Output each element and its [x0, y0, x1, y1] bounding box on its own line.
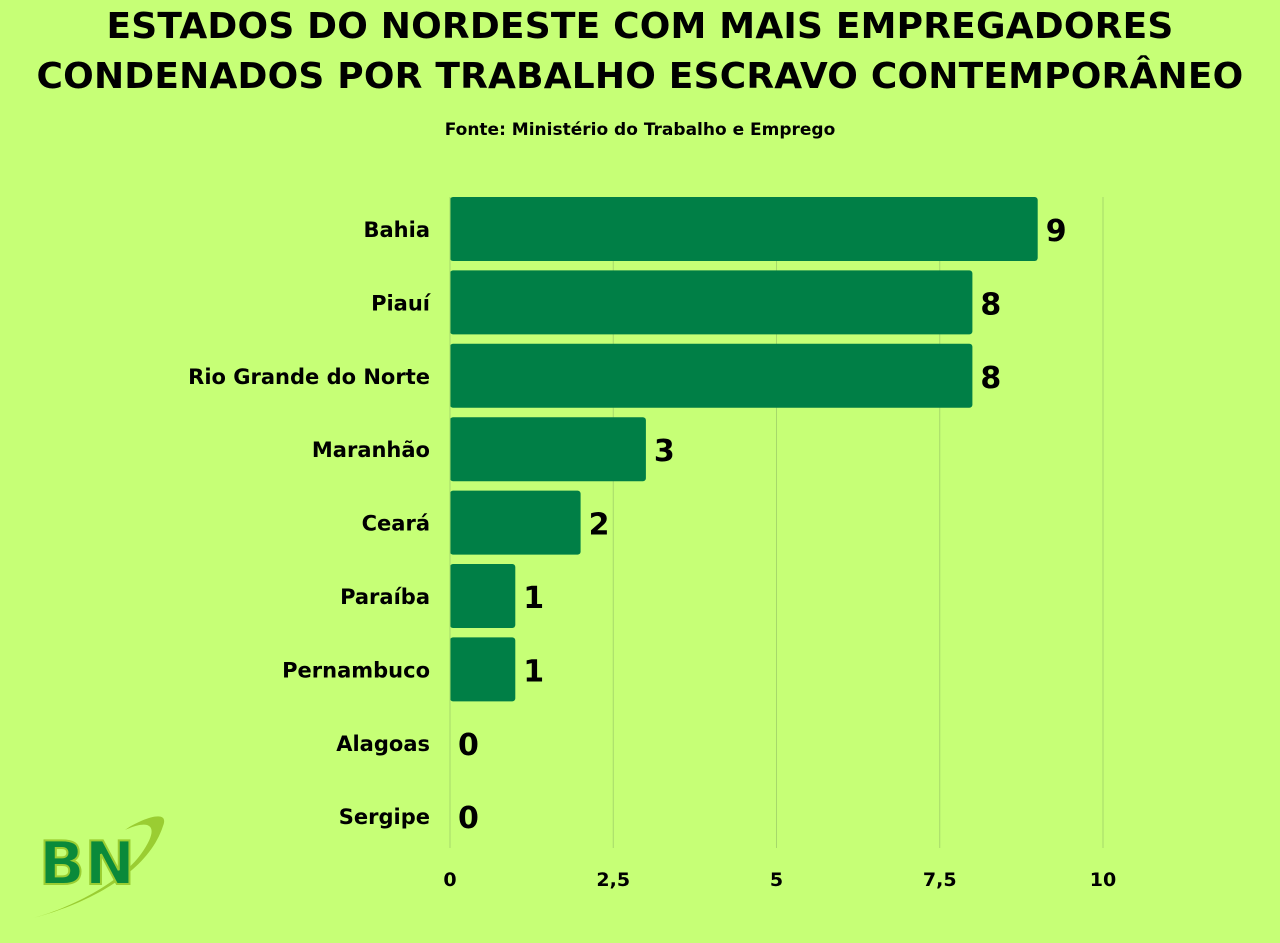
category-label: Bahia [364, 218, 431, 242]
chart-subtitle: Fonte: Ministério do Trabalho e Emprego [444, 120, 836, 140]
value-label: 0 [458, 801, 479, 836]
chart-title: ESTADOS DO NORDESTE COM MAIS EMPREGADORE… [0, 2, 1280, 102]
x-tick-label: 0 [443, 869, 456, 891]
x-tick-label: 5 [770, 869, 783, 891]
value-label: 3 [654, 434, 675, 469]
category-label: Paraíba [340, 585, 430, 609]
bar [450, 637, 516, 702]
value-label: 0 [458, 728, 479, 763]
bar [450, 270, 973, 335]
category-label: Pernambuco [282, 658, 430, 682]
bar [450, 564, 516, 628]
bar [450, 417, 646, 482]
bar [450, 490, 581, 555]
logo-swoosh [33, 816, 165, 918]
category-label: Maranhão [312, 438, 430, 462]
category-label: Rio Grande do Norte [188, 365, 430, 389]
value-label: 2 [589, 508, 610, 543]
bar [450, 197, 1038, 261]
value-label: 8 [980, 287, 1001, 322]
bn-logo: BN [33, 816, 165, 918]
category-label: Alagoas [336, 732, 430, 756]
x-tick-label: 10 [1090, 869, 1116, 891]
logo-text: BN [39, 829, 135, 899]
value-label: 9 [1046, 214, 1067, 249]
x-tick-label: 7,5 [923, 869, 957, 891]
category-label: Sergipe [339, 805, 430, 829]
bar [450, 343, 973, 408]
value-label: 1 [523, 581, 544, 616]
chart-title-line-2: CONDENADOS POR TRABALHO ESCRAVO CONTEMPO… [36, 56, 1244, 97]
category-label: Piauí [371, 291, 432, 315]
value-label: 1 [523, 654, 544, 689]
chart-title-line-1: ESTADOS DO NORDESTE COM MAIS EMPREGADORE… [106, 6, 1174, 47]
x-tick-label: 2,5 [596, 869, 630, 891]
category-label: Ceará [362, 512, 430, 536]
value-label: 8 [980, 361, 1001, 396]
